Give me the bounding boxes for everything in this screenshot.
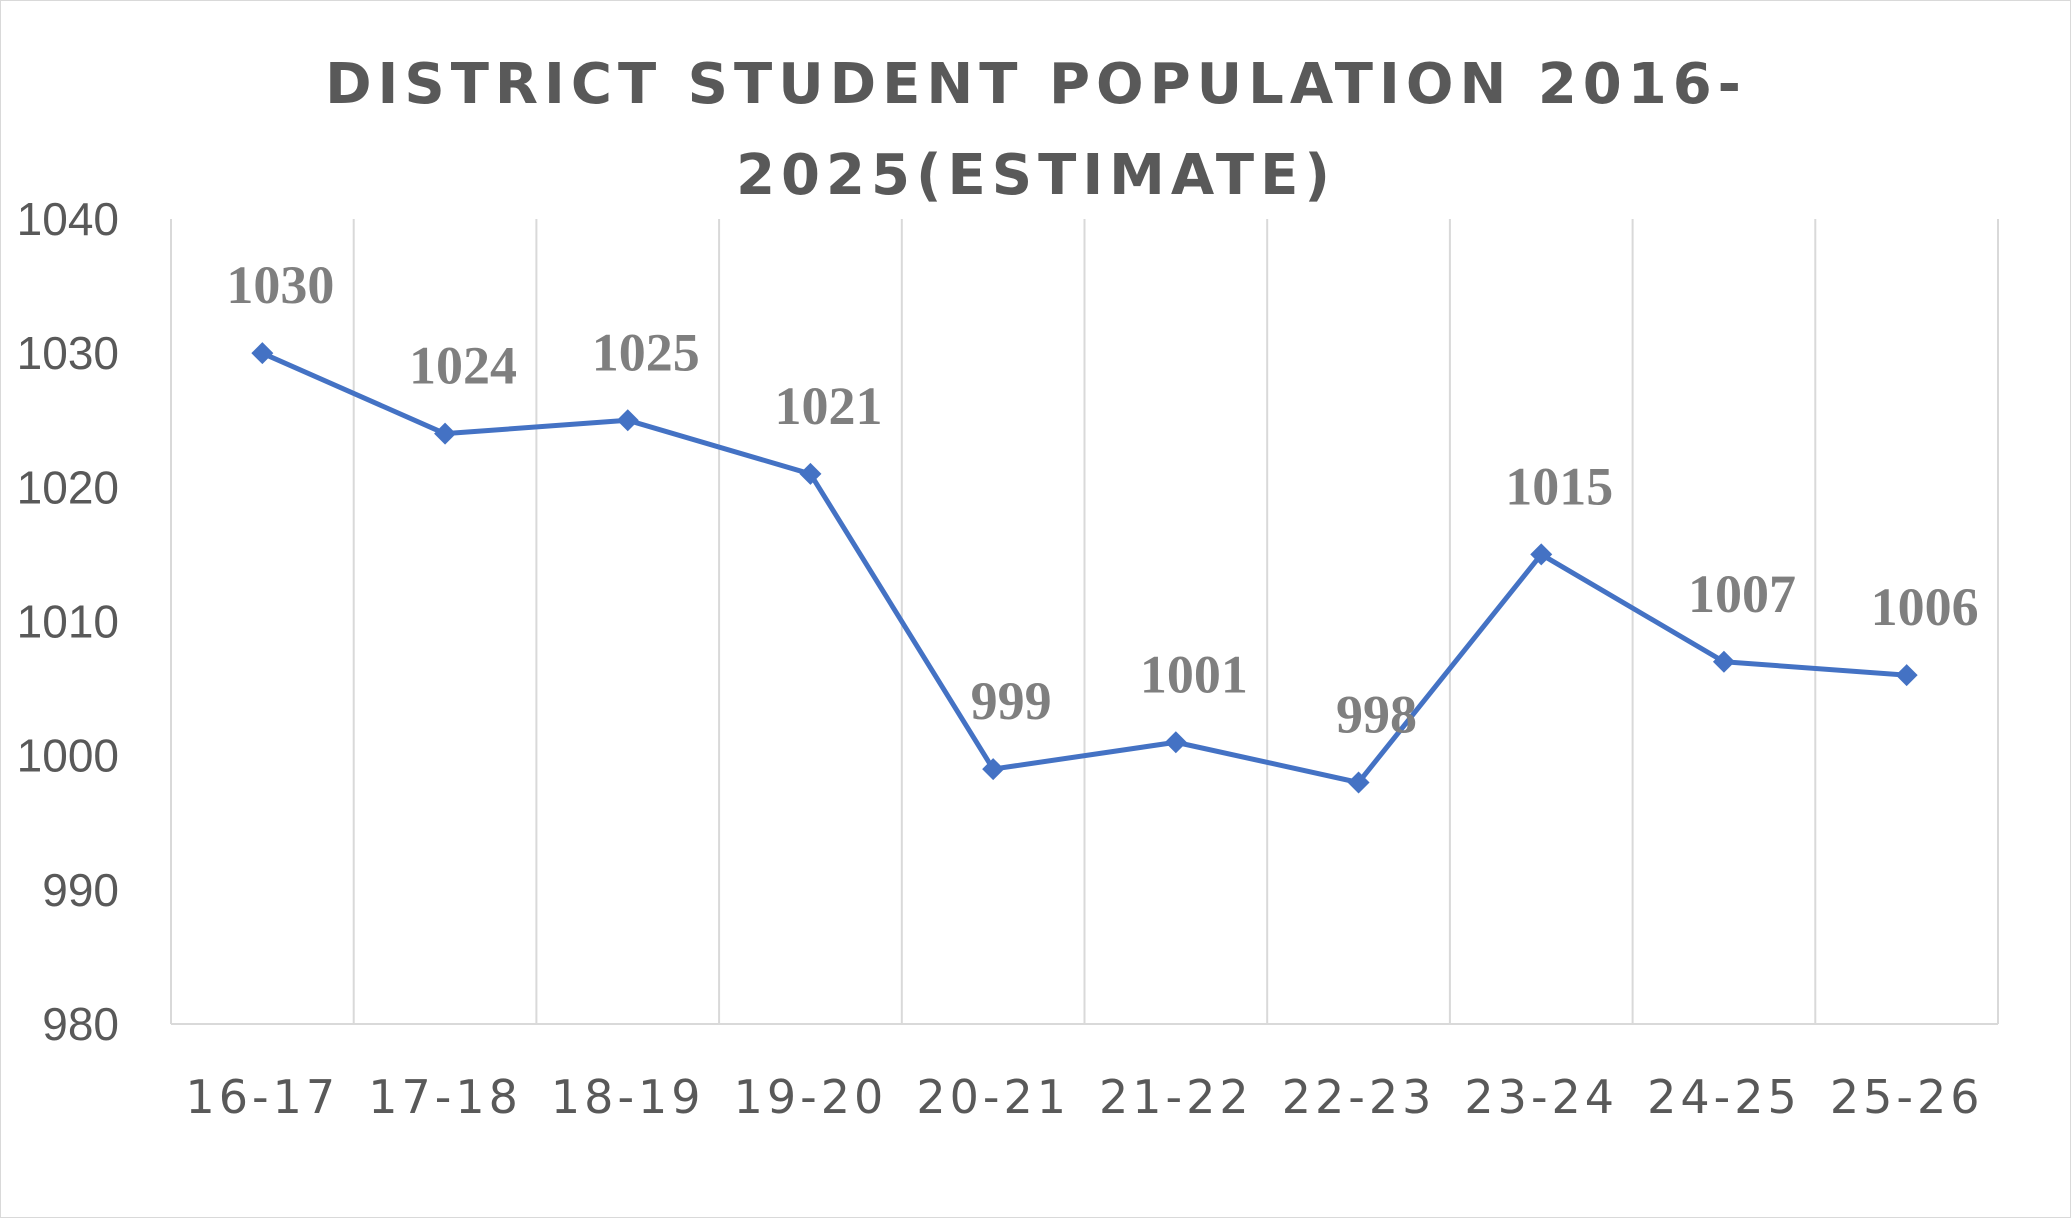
data-label: 1021 (774, 376, 882, 436)
data-point-marker (1530, 543, 1553, 566)
data-label: 1025 (592, 322, 700, 382)
y-axis-tick-labels: 980 990 1000 1010 1020 1030 1040 (17, 193, 119, 1050)
y-tick-label: 990 (42, 864, 119, 916)
data-label: 1024 (409, 336, 517, 396)
x-tick-label: 17-18 (368, 1070, 522, 1124)
series-line (261, 350, 1907, 785)
chart-title: DISTRICT STUDENT POPULATION 2016- 2025(E… (325, 52, 1747, 208)
y-tick-label: 1040 (17, 193, 119, 245)
data-point-marker (1347, 771, 1370, 794)
x-tick-label: 24-25 (1647, 1070, 1801, 1124)
x-tick-label: 16-17 (186, 1070, 340, 1124)
chart-title-line-2: 2025(ESTIMATE) (736, 143, 1336, 208)
x-axis-tick-labels: 16-17 17-18 18-19 19-20 20-21 21-22 22-23 23-24… (186, 1070, 1984, 1124)
data-point-marker (1712, 650, 1735, 673)
data-label: 1006 (1871, 577, 1979, 637)
marker-layer (251, 342, 1918, 794)
y-tick-label: 980 (42, 998, 119, 1050)
data-point-marker (1164, 731, 1187, 754)
data-point-marker (251, 342, 274, 365)
y-tick-label: 1030 (17, 327, 119, 379)
x-tick-label: 23-24 (1464, 1070, 1618, 1124)
x-tick-label: 22-23 (1282, 1070, 1436, 1124)
data-label: 1001 (1140, 644, 1248, 704)
x-tick-label: 21-22 (1099, 1070, 1253, 1124)
data-label: 1007 (1688, 564, 1796, 624)
data-label: 999 (971, 671, 1052, 731)
data-label: 1030 (226, 255, 334, 315)
data-point-marker (434, 422, 457, 445)
chart-title-line-1: DISTRICT STUDENT POPULATION 2016- (325, 52, 1747, 117)
x-tick-label: 25-26 (1830, 1070, 1984, 1124)
data-label: 1015 (1505, 456, 1613, 516)
x-tick-label: 19-20 (734, 1070, 888, 1124)
y-tick-label: 1000 (17, 730, 119, 782)
data-point-marker (799, 462, 822, 485)
data-label: 998 (1336, 685, 1417, 745)
data-point-marker (982, 758, 1005, 781)
data-point-marker (616, 409, 639, 432)
y-tick-label: 1020 (17, 461, 119, 513)
x-tick-label: 20-21 (916, 1070, 1070, 1124)
data-labels: 1030 1024 1025 1021 999 1001 998 1015 1007 1006 (226, 255, 1978, 744)
data-point-marker (1895, 664, 1918, 687)
x-tick-label: 18-19 (551, 1070, 705, 1124)
series-layer (261, 350, 1907, 785)
y-tick-label: 1010 (17, 596, 119, 648)
